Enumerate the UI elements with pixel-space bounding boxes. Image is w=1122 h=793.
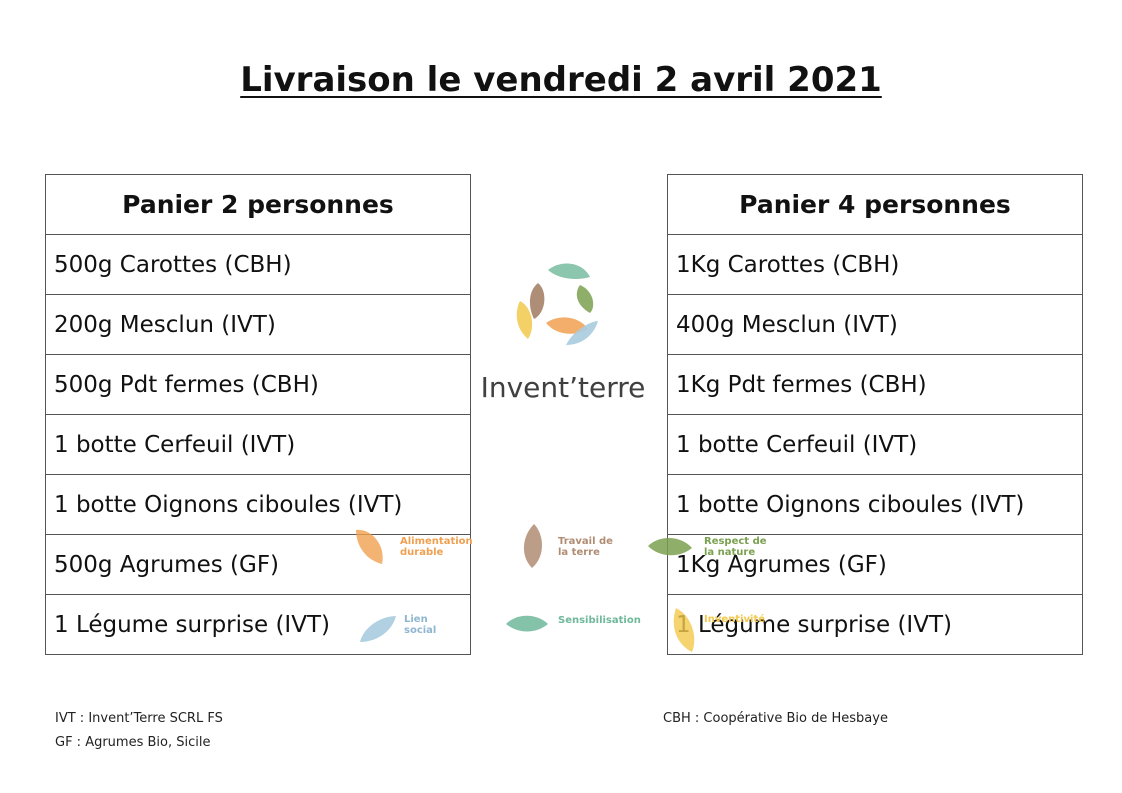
page-title-text: Livraison le vendredi 2 avril 2021 — [240, 60, 882, 100]
leaf-travail-icon — [523, 524, 542, 568]
logo-leaf-teal — [548, 263, 590, 279]
label-alimentation: Alimentation durable — [400, 536, 473, 558]
logo-name: Invent’terre — [480, 371, 646, 404]
basket-4-item: 400g Mesclun (IVT) — [667, 294, 1083, 355]
label-lien: Lien social — [404, 614, 437, 636]
page-title: Livraison le vendredi 2 avril 2021 — [0, 60, 1122, 100]
legend-ivt: IVT : Invent’Terre SCRL FS — [55, 711, 223, 726]
basket-2-item: 1 botte Oignons ciboules (IVT) — [45, 474, 471, 535]
label-travail: Travail de la terre — [558, 536, 613, 558]
inventterre-logo-icon — [516, 263, 598, 345]
basket-4-item: 1 botte Cerfeuil (IVT) — [667, 414, 1083, 475]
legend-cbh: CBH : Coopérative Bio de Hesbaye — [663, 711, 888, 726]
label-sensibilisation: Sensibilisation — [558, 615, 641, 626]
logo-leaf-yellow — [516, 301, 533, 339]
basket-4-item: 1 Légume surprise (IVT) — [667, 594, 1083, 655]
logo-leaf-blue — [566, 321, 598, 345]
basket-2-table: Panier 2 personnes 500g Carottes (CBH) 2… — [45, 174, 471, 655]
basket-2-item: 1 botte Cerfeuil (IVT) — [45, 414, 471, 475]
logo-leaf-brown — [529, 283, 545, 319]
basket-2-item: 200g Mesclun (IVT) — [45, 294, 471, 355]
basket-4-header: Panier 4 personnes — [667, 174, 1083, 235]
basket-4-item: 1 botte Oignons ciboules (IVT) — [667, 474, 1083, 535]
basket-2-item: 500g Carottes (CBH) — [45, 234, 471, 295]
logo-leaf-orange — [546, 317, 588, 334]
label-inventivite: Inventivité — [704, 614, 765, 625]
legend-gf: GF : Agrumes Bio, Sicile — [55, 735, 211, 750]
basket-4-item: 1Kg Agrumes (GF) — [667, 534, 1083, 595]
basket-2-item: 1 Légume surprise (IVT) — [45, 594, 471, 655]
basket-2-item: 500g Pdt fermes (CBH) — [45, 354, 471, 415]
label-respect: Respect de la nature — [704, 536, 767, 558]
logo-leaf-green — [576, 285, 594, 313]
basket-4-item: 1Kg Pdt fermes (CBH) — [667, 354, 1083, 415]
basket-2-item: 500g Agrumes (GF) — [45, 534, 471, 595]
basket-4-item: 1Kg Carottes (CBH) — [667, 234, 1083, 295]
leaf-sensibilisation-icon — [506, 615, 548, 632]
basket-4-table: Panier 4 personnes 1Kg Carottes (CBH) 40… — [667, 174, 1083, 655]
basket-2-header: Panier 2 personnes — [45, 174, 471, 235]
